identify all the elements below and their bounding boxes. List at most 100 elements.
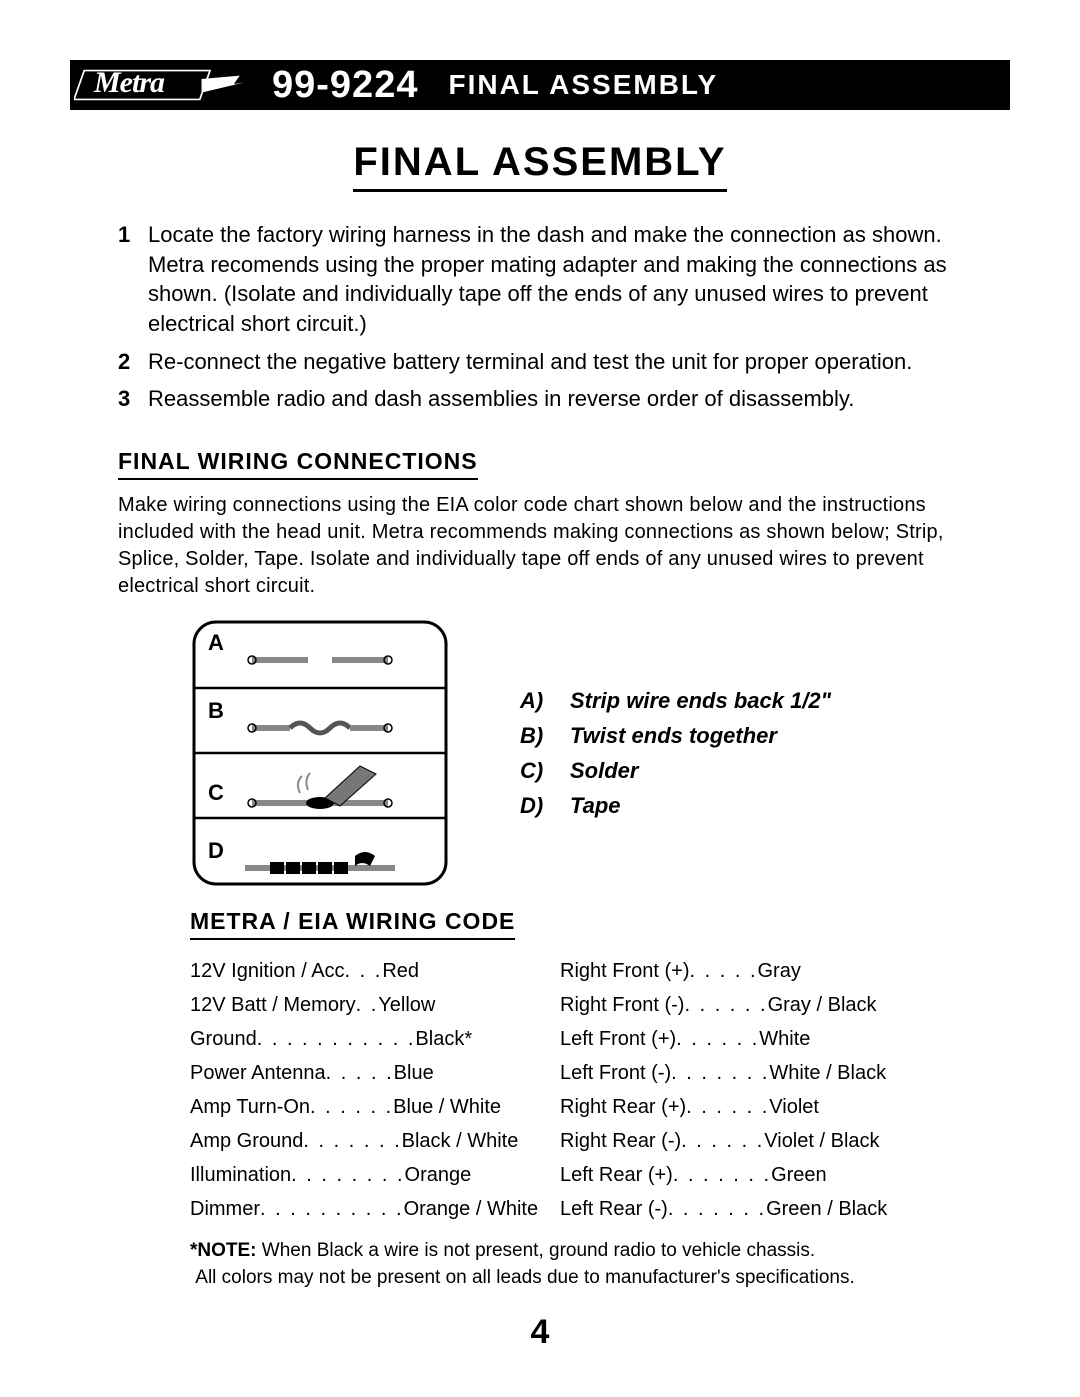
- brand-logo-text: Metra: [94, 66, 164, 100]
- wiring-dots: . . . . . . . . . .: [260, 1192, 404, 1226]
- wiring-label: Right Rear (-): [560, 1124, 681, 1158]
- wiring-code-item: Right Front (+) . . . . . Gray: [560, 954, 880, 988]
- step-number: 3: [118, 384, 148, 414]
- svg-text:C: C: [208, 780, 224, 805]
- wiring-code-item: Amp Turn-On . . . . . . Blue / White: [190, 1090, 510, 1124]
- legend-key: B): [520, 718, 570, 753]
- diagram-row: A B C D: [190, 618, 962, 888]
- wiring-value: Violet / Black: [764, 1124, 879, 1158]
- header-section-title: FINAL ASSEMBLY: [448, 69, 718, 101]
- wiring-dots: . . . . . . .: [671, 1056, 769, 1090]
- wiring-connections-paragraph: Make wiring connections using the EIA co…: [118, 492, 962, 600]
- page-number: 4: [70, 1313, 1010, 1352]
- wiring-label: Left Rear (-): [560, 1192, 668, 1226]
- legend-item: D) Tape: [520, 788, 831, 823]
- wiring-code-item: 12V Batt / Memory . . Yellow: [190, 988, 510, 1022]
- wiring-value: Yellow: [378, 988, 435, 1022]
- wiring-value: Orange / White: [404, 1192, 539, 1226]
- footnote-line2: All colors may not be present on all lea…: [195, 1267, 854, 1288]
- wiring-code-item: Right Rear (+) . . . . . . Violet: [560, 1090, 880, 1124]
- legend-item: A) Strip wire ends back 1/2": [520, 683, 831, 718]
- wiring-dots: . . . . . .: [676, 1022, 759, 1056]
- wiring-value: Violet: [769, 1090, 819, 1124]
- wiring-code-item: Illumination . . . . . . . . Orange: [190, 1158, 510, 1192]
- wiring-label: Power Antenna: [190, 1056, 326, 1090]
- wiring-code-item: Left Rear (-) . . . . . . . Green / Blac…: [560, 1192, 880, 1226]
- wiring-dots: . . . . . . .: [673, 1158, 771, 1192]
- wiring-value: Red: [382, 954, 419, 988]
- wiring-label: Left Front (+): [560, 1022, 676, 1056]
- wiring-dots: . . . . . . . .: [291, 1158, 404, 1192]
- svg-text:B: B: [208, 698, 224, 723]
- wiring-label: 12V Ignition / Acc: [190, 954, 345, 988]
- wiring-diagram: A B C D: [190, 618, 450, 888]
- legend-text: Solder: [570, 753, 638, 788]
- legend-text: Tape: [570, 788, 621, 823]
- footnote-label: *NOTE:: [190, 1240, 257, 1261]
- document-page: Metra 99-9224 FINAL ASSEMBLY FINAL ASSEM…: [0, 0, 1080, 1392]
- wiring-label: 12V Batt / Memory: [190, 988, 356, 1022]
- step-number: 2: [118, 347, 148, 377]
- wiring-code-columns: 12V Ignition / Acc . . . Red12V Batt / M…: [190, 954, 962, 1226]
- wiring-value: Gray: [758, 954, 801, 988]
- wiring-dots: . . . . . . .: [303, 1124, 401, 1158]
- wiring-code-item: Amp Ground . . . . . . . Black / White: [190, 1124, 510, 1158]
- wiring-code-item: Left Front (+) . . . . . . White: [560, 1022, 880, 1056]
- wiring-code-left-column: 12V Ignition / Acc . . . Red12V Batt / M…: [190, 954, 510, 1226]
- wiring-label: Left Front (-): [560, 1056, 671, 1090]
- step-item: 3 Reassemble radio and dash assemblies i…: [118, 384, 970, 414]
- wiring-code-item: Right Front (-) . . . . . . Gray / Black: [560, 988, 880, 1022]
- header-bar: Metra 99-9224 FINAL ASSEMBLY: [70, 60, 1010, 110]
- wiring-dots: . . . . . .: [310, 1090, 393, 1124]
- wiring-code-item: Power Antenna . . . . . Blue: [190, 1056, 510, 1090]
- wiring-code-item: Dimmer . . . . . . . . . . Orange / Whit…: [190, 1192, 510, 1226]
- wiring-value: Blue: [394, 1056, 434, 1090]
- wiring-dots: . . . . . . . . . . .: [257, 1022, 416, 1056]
- wiring-value: Green: [771, 1158, 827, 1192]
- step-number: 1: [118, 220, 148, 339]
- assembly-steps: 1 Locate the factory wiring harness in t…: [118, 220, 970, 414]
- wiring-dots: . . . . . .: [684, 988, 767, 1022]
- wiring-label: Right Front (-): [560, 988, 684, 1022]
- page-title: FINAL ASSEMBLY: [353, 140, 726, 192]
- wiring-value: Orange: [405, 1158, 472, 1192]
- wiring-code-item: Left Rear (+) . . . . . . . Green: [560, 1158, 880, 1192]
- step-item: 2 Re-connect the negative battery termin…: [118, 347, 970, 377]
- wiring-code-item: Left Front (-) . . . . . . . White / Bla…: [560, 1056, 880, 1090]
- wiring-label: Illumination: [190, 1158, 291, 1192]
- footnote: *NOTE: When Black a wire is not present,…: [190, 1238, 962, 1291]
- wiring-value: Gray / Black: [768, 988, 877, 1022]
- step-item: 1 Locate the factory wiring harness in t…: [118, 220, 970, 339]
- wiring-code-item: Ground . . . . . . . . . . . Black*: [190, 1022, 510, 1056]
- wiring-code-heading: METRA / EIA WIRING CODE: [190, 908, 515, 940]
- wiring-code-section: METRA / EIA WIRING CODE 12V Ignition / A…: [190, 908, 962, 1226]
- wiring-dots: . . . . .: [326, 1056, 394, 1090]
- wiring-value: Blue / White: [393, 1090, 501, 1124]
- legend-key: C): [520, 753, 570, 788]
- product-number: 99-9224: [272, 64, 418, 107]
- wiring-dots: . . .: [345, 954, 383, 988]
- wiring-code-right-column: Right Front (+) . . . . . GrayRight Fron…: [560, 954, 880, 1226]
- footnote-line1: When Black a wire is not present, ground…: [257, 1240, 816, 1261]
- wiring-dots: . . . . . .: [686, 1090, 769, 1124]
- wiring-label: Ground: [190, 1022, 257, 1056]
- wiring-value: Black*: [415, 1022, 472, 1056]
- svg-text:A: A: [208, 630, 224, 655]
- wiring-label: Right Front (+): [560, 954, 689, 988]
- wiring-dots: . . . . . . .: [668, 1192, 766, 1226]
- wiring-label: Amp Ground: [190, 1124, 303, 1158]
- legend-key: A): [520, 683, 570, 718]
- wiring-label: Left Rear (+): [560, 1158, 673, 1192]
- step-text: Re-connect the negative battery terminal…: [148, 347, 970, 377]
- legend-item: B) Twist ends together: [520, 718, 831, 753]
- legend-item: C) Solder: [520, 753, 831, 788]
- wiring-label: Dimmer: [190, 1192, 260, 1226]
- wiring-code-item: 12V Ignition / Acc . . . Red: [190, 954, 510, 988]
- wiring-label: Amp Turn-On: [190, 1090, 310, 1124]
- svg-text:D: D: [208, 838, 224, 863]
- step-text: Locate the factory wiring harness in the…: [148, 220, 970, 339]
- diagram-legend: A) Strip wire ends back 1/2" B) Twist en…: [520, 683, 831, 824]
- step-text: Reassemble radio and dash assemblies in …: [148, 384, 970, 414]
- wiring-dots: . .: [356, 988, 379, 1022]
- legend-key: D): [520, 788, 570, 823]
